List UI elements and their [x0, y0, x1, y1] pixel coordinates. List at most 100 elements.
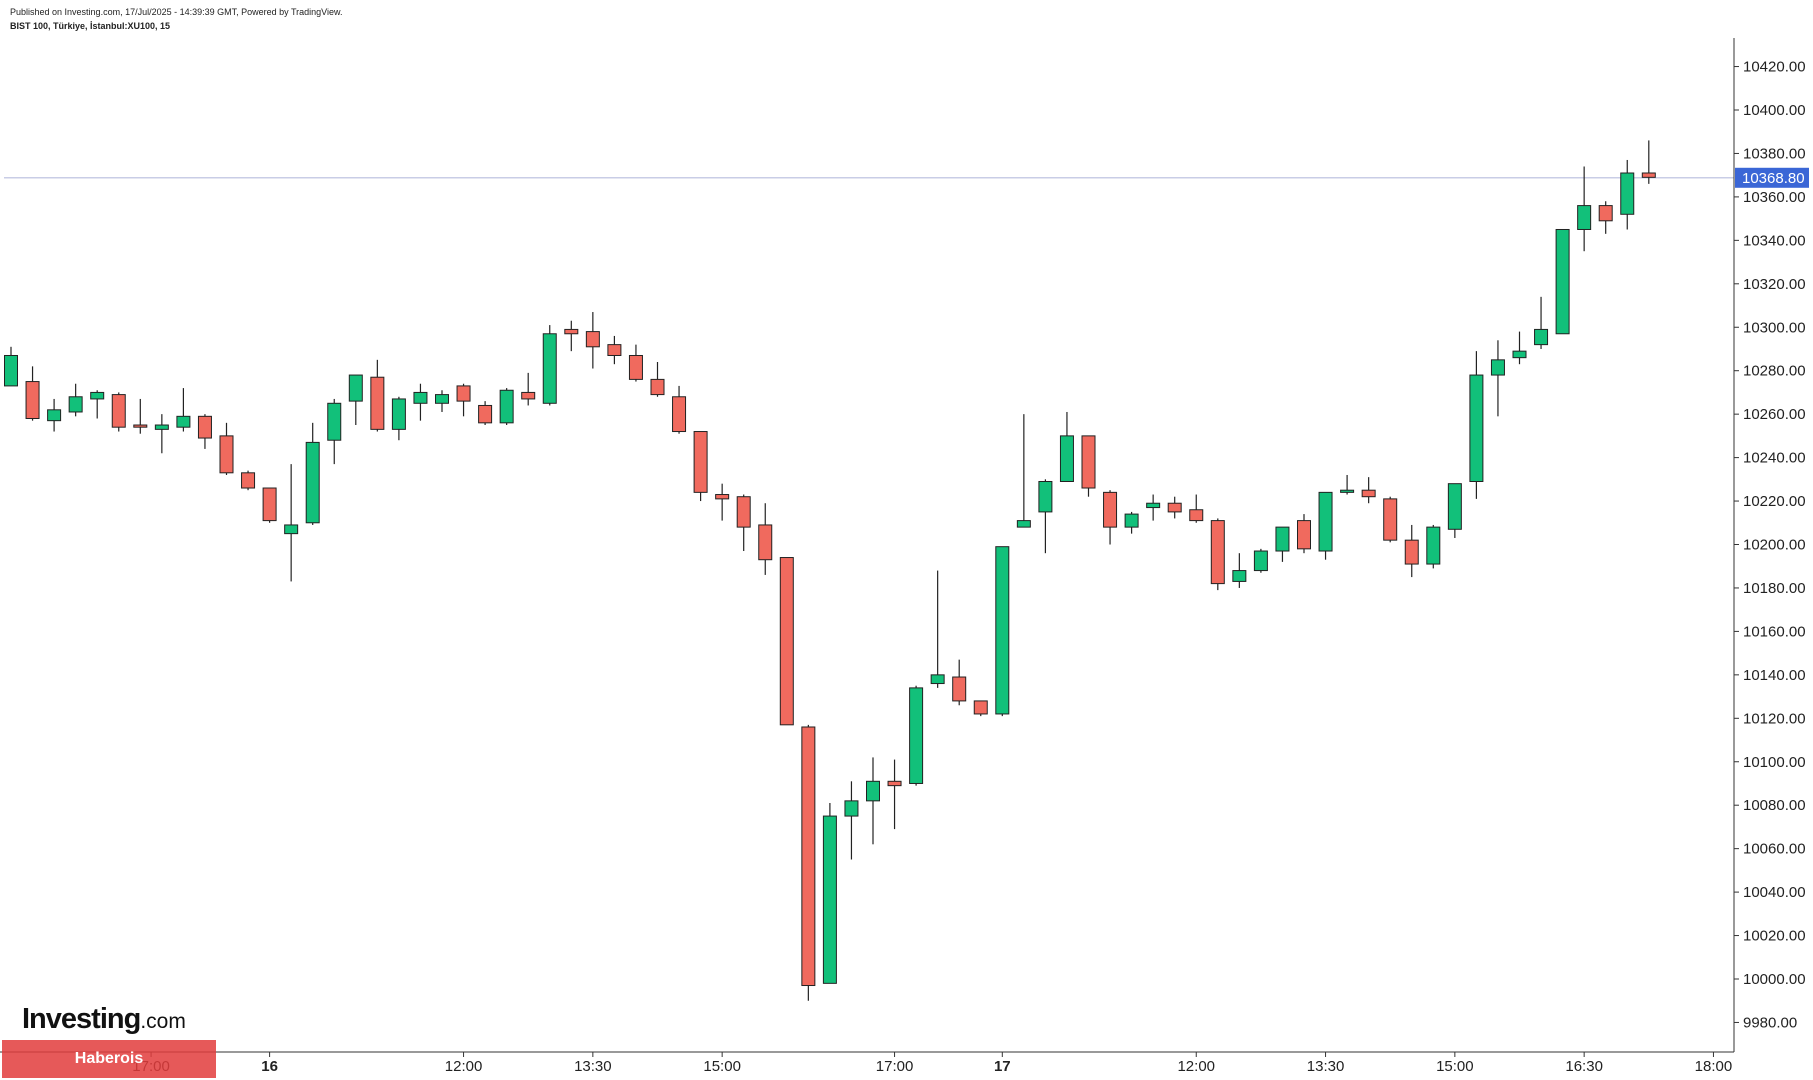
- candle: [1275, 526, 1290, 562]
- candle: [327, 398, 342, 465]
- candle-body-up: [1490, 359, 1505, 376]
- y-tick-label: 10200.00: [1743, 537, 1806, 554]
- candle: [1253, 548, 1268, 573]
- candle: [4, 346, 18, 387]
- candle-body-up: [1059, 435, 1074, 482]
- candle-body-down: [736, 496, 751, 528]
- candle-body-down: [715, 494, 730, 500]
- candle-body-down: [585, 331, 600, 348]
- logo-suffix: .com: [140, 1010, 186, 1033]
- candle: [1038, 479, 1053, 554]
- last-price-label: 10368.80: [1742, 170, 1805, 187]
- candle: [90, 390, 105, 419]
- candle-body-down: [607, 344, 622, 356]
- candle: [1361, 477, 1376, 504]
- candle: [1232, 553, 1247, 588]
- y-tick-label: 10120.00: [1743, 710, 1806, 727]
- candle: [348, 374, 363, 426]
- y-tick-label: 10380.00: [1743, 145, 1806, 162]
- candle: [1189, 494, 1204, 523]
- y-tick-label: 10300.00: [1743, 319, 1806, 336]
- candle: [1447, 483, 1462, 538]
- candle-body-up: [1426, 526, 1441, 565]
- x-tick-label: 17: [994, 1058, 1011, 1075]
- candle: [822, 803, 837, 984]
- candle-body-up: [1318, 491, 1333, 552]
- candle-body-up: [1577, 205, 1592, 230]
- y-tick-label: 10100.00: [1743, 754, 1806, 771]
- candle: [1146, 494, 1161, 521]
- y-tick-label: 10240.00: [1743, 450, 1806, 467]
- candle-body-up: [176, 415, 191, 428]
- candle: [585, 312, 600, 369]
- x-axis-ticks: 17:001612:0013:3015:0017:001712:0013:301…: [132, 1052, 1732, 1075]
- candle: [219, 422, 234, 475]
- y-axis-ticks: 9980.00 10000.00 10020.00 10040.00 10060.00 1…: [1734, 59, 1806, 1031]
- x-tick-label: 16:30: [1565, 1058, 1603, 1075]
- candle: [1124, 511, 1139, 534]
- symbol-title: BIST 100, Türkiye, İstanbul:XU100, 15: [10, 21, 171, 31]
- candle-body-up: [1124, 513, 1139, 528]
- y-tick-label: 10220.00: [1743, 493, 1806, 510]
- x-tick-label: 12:00: [445, 1058, 483, 1075]
- candle-body-down: [1641, 172, 1656, 178]
- candle: [197, 414, 212, 449]
- y-tick-label: 10140.00: [1743, 667, 1806, 684]
- candle: [241, 470, 256, 491]
- y-tick-label: 10020.00: [1743, 928, 1806, 945]
- candle-body-up: [413, 391, 428, 404]
- investing-logo: Investing.com: [22, 1003, 186, 1036]
- candle-body-down: [370, 376, 385, 430]
- x-tick-label: 15:00: [1436, 1058, 1474, 1075]
- candle: [521, 372, 536, 406]
- y-tick-label: 10080.00: [1743, 797, 1806, 814]
- candle: [1641, 140, 1656, 184]
- candle: [1534, 296, 1549, 349]
- candle: [154, 414, 169, 454]
- candle: [758, 503, 773, 575]
- candle-body-down: [758, 524, 773, 561]
- candle-body-up: [90, 391, 105, 400]
- candle-body-up: [1469, 374, 1484, 482]
- y-tick-label: 10180.00: [1743, 580, 1806, 597]
- y-tick-label: 10000.00: [1743, 971, 1806, 988]
- candle: [391, 396, 406, 441]
- x-tick-label: 17:00: [876, 1058, 914, 1075]
- candle: [47, 398, 62, 432]
- candle-body-down: [456, 385, 471, 402]
- candle-body-down: [628, 354, 643, 380]
- candle: [1340, 474, 1355, 495]
- candle: [1081, 435, 1096, 497]
- candle-body-up: [4, 354, 18, 387]
- watermark-badge: Haberois: [2, 1040, 216, 1078]
- candle-body-down: [111, 394, 126, 428]
- candle-body-up: [1253, 550, 1268, 572]
- candle: [887, 759, 902, 830]
- candle-body-down: [650, 378, 665, 396]
- candle: [370, 359, 385, 432]
- published-note: Published on Investing.com, 17/Jul/2025 …: [10, 7, 343, 17]
- candle: [111, 392, 126, 432]
- x-tick-label: 16: [261, 1058, 278, 1075]
- candle: [844, 781, 859, 860]
- x-tick-label: 12:00: [1177, 1058, 1215, 1075]
- candle-body-up: [154, 424, 169, 430]
- candle: [305, 422, 320, 525]
- candle-body-down: [133, 424, 148, 428]
- candle-body-down: [887, 780, 902, 787]
- candle-body-down: [1383, 498, 1398, 541]
- candle-body-down: [262, 487, 277, 522]
- candle: [25, 366, 40, 421]
- candle: [478, 401, 493, 426]
- candle-body-down: [1210, 520, 1225, 585]
- candle-body-down: [25, 381, 40, 419]
- candle-body-up: [866, 780, 880, 802]
- y-tick-label: 10340.00: [1743, 232, 1806, 249]
- candle-body-up: [47, 409, 62, 422]
- candle: [499, 388, 514, 426]
- candle-body-down: [197, 415, 212, 439]
- candle-body-down: [1167, 502, 1182, 513]
- candle: [1555, 228, 1570, 335]
- candle: [1490, 340, 1505, 417]
